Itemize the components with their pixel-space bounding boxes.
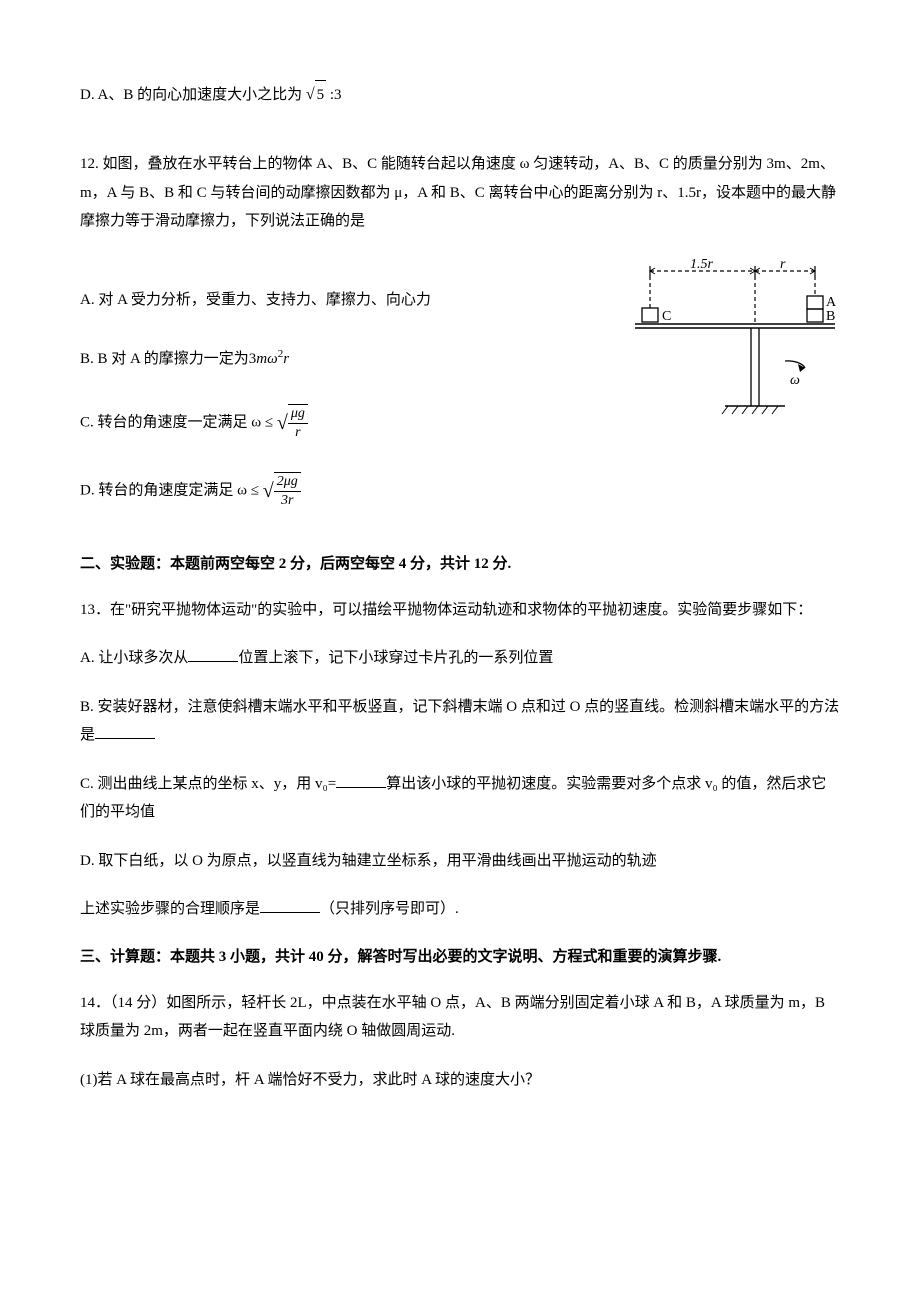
q12c-den: r xyxy=(288,424,308,442)
q13b-pre: B. 安装好器材，注意使斜槽末端水平和平板竖直，记下斜槽末端 O 点和过 O 点… xyxy=(80,699,839,744)
q12d-den: 3r xyxy=(274,492,301,510)
q13a-pre: A. 让小球多次从 xyxy=(80,650,188,666)
q12-stem: 12. 如图，叠放在水平转台上的物体 A、B、C 能随转台起以角速度 ω 匀速转… xyxy=(80,150,840,236)
q11d-prefix: D. A、B 的向心加速度大小之比为 xyxy=(80,87,302,103)
q12-figure: 1.5r r C A B xyxy=(630,256,840,436)
q12-option-d: D. 转台的角速度定满足 ω ≤ √ 2μg 3r xyxy=(80,472,840,510)
label-r: r xyxy=(780,257,786,272)
blank-b xyxy=(95,724,155,739)
q11d-suffix: :3 xyxy=(330,87,342,103)
q13-a: A. 让小球多次从 位置上滚下，记下小球穿过卡片孔的一系列位置 xyxy=(80,644,840,673)
q12d-num: 2μg xyxy=(274,473,301,492)
q12d-sqrt: √ xyxy=(263,480,274,502)
q13-d: D. 取下白纸，以 O 为原点，以竖直线为轴建立坐标系，用平滑曲线画出平抛运动的… xyxy=(80,847,840,876)
q12b-math: 3mω2r xyxy=(249,351,289,367)
label-b: B xyxy=(826,309,835,324)
q12d-prefix: D. 转台的角速度定满足 ω ≤ xyxy=(80,483,263,499)
blank-a xyxy=(188,647,238,662)
turntable-diagram: 1.5r r C A B xyxy=(630,256,840,426)
q13-b: B. 安装好器材，注意使斜槽末端水平和平板竖直，记下斜槽末端 O 点和过 O 点… xyxy=(80,693,840,750)
q12c-sqrt: √ xyxy=(277,412,288,434)
q12b-prefix: B. B 对 A 的摩擦力一定为 xyxy=(80,351,249,367)
q11-option-d: D. A、B 的向心加速度大小之比为 √5 :3 xyxy=(80,80,840,110)
q13-c: C. 测出曲线上某点的坐标 x、y，用 v₀=算出该小球的平抛初速度。实验需要对… xyxy=(80,770,840,827)
q13a-post: 位置上滚下，记下小球穿过卡片孔的一系列位置 xyxy=(238,650,553,666)
label-a: A xyxy=(826,295,837,310)
q14-sub1: (1)若 A 球在最高点时，杆 A 端恰好不受力，求此时 A 球的速度大小？ xyxy=(80,1066,840,1095)
q13-order: 上述实验步骤的合理顺序是 （只排列序号即可）. xyxy=(80,895,840,924)
label-omega: ω xyxy=(790,373,800,388)
q14-stem: 14．（14 分）如图所示，轻杆长 2L，中点装在水平轴 O 点，A、B 两端分… xyxy=(80,989,840,1046)
label-c: C xyxy=(662,309,671,324)
q13-order-post: （只排列序号即可）. xyxy=(320,901,459,917)
q13-order-pre: 上述实验步骤的合理顺序是 xyxy=(80,901,260,917)
blank-order xyxy=(260,898,320,913)
label-15r: 1.5r xyxy=(690,257,714,272)
section3-heading: 三、计算题：本题共 3 小题，共计 40 分，解答时写出必要的文字说明、方程式和… xyxy=(80,944,840,971)
blank-c xyxy=(336,773,386,788)
q11d-sqrt: √5 xyxy=(306,87,330,103)
q13-stem: 13．在"研究平抛物体运动"的实验中，可以描绘平抛物体运动轨迹和求物体的平抛初速… xyxy=(80,596,840,625)
section2-heading: 二、实验题：本题前两空每空 2 分，后两空每空 4 分，共计 12 分. xyxy=(80,551,840,578)
q12c-prefix: C. 转台的角速度一定满足 ω ≤ xyxy=(80,415,277,431)
q13c-pre: C. 测出曲线上某点的坐标 x、y，用 v₀= xyxy=(80,776,336,792)
q12c-num: μg xyxy=(288,405,308,424)
